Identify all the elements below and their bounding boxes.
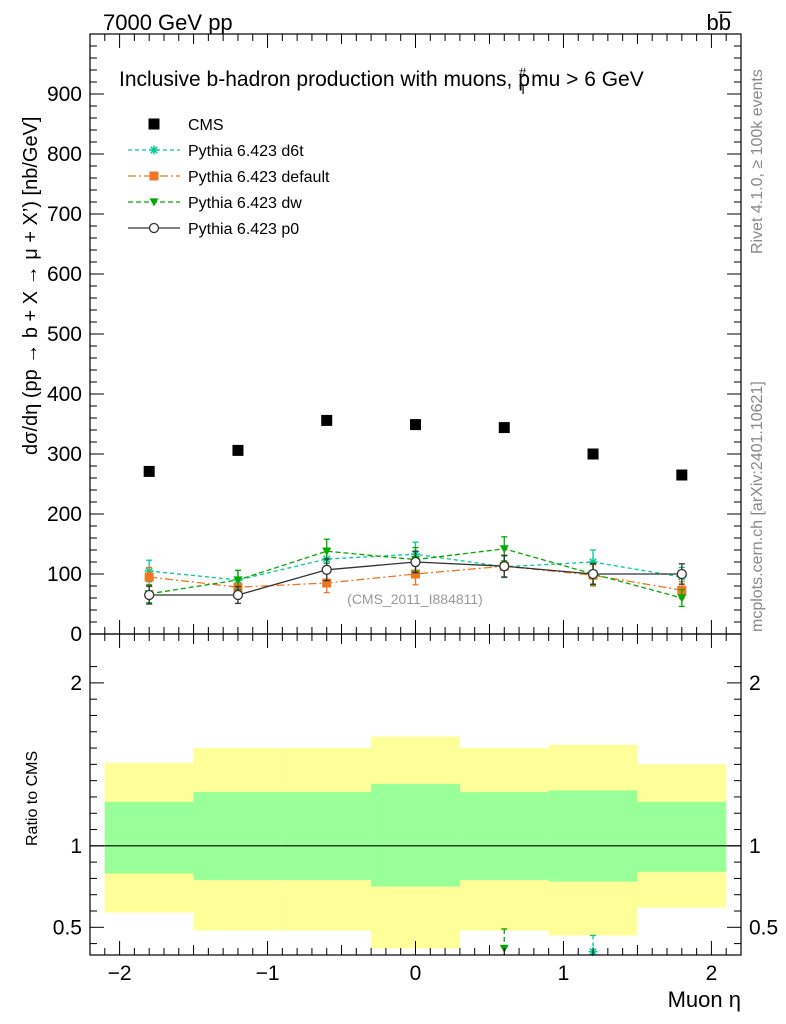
legend-entry: Pythia 6.423 p0 xyxy=(128,221,299,238)
data-point xyxy=(232,444,244,456)
process-label: bb̅ xyxy=(707,10,732,35)
data-point xyxy=(410,419,421,431)
legend-marker xyxy=(149,198,159,207)
x-tick-label: −2 xyxy=(108,962,132,985)
ratio-y-tick-label-right: 2 xyxy=(749,672,761,695)
legend-label: Pythia 6.423 d6t xyxy=(188,143,304,160)
data-point xyxy=(676,469,688,481)
y-tick-label: 400 xyxy=(47,383,82,406)
data-point xyxy=(321,414,333,426)
data-point xyxy=(144,589,155,601)
band-segment xyxy=(459,792,549,881)
mcplots-label: mcplots.cern.ch [arXiv:2401.10621] xyxy=(749,381,766,632)
ratio-y-tick-label: 0.5 xyxy=(53,916,82,939)
y-tick-label: 100 xyxy=(47,563,82,586)
data-point xyxy=(233,576,243,585)
legend-marker xyxy=(148,118,160,130)
x-tick-label: −1 xyxy=(256,962,280,985)
y-tick-label: 200 xyxy=(47,503,82,526)
data-point xyxy=(411,569,420,579)
data-point xyxy=(676,568,687,580)
x-tick-label: 1 xyxy=(558,962,570,985)
ratio-band-inner xyxy=(104,783,727,887)
y-tick-label: 500 xyxy=(47,323,82,346)
ratio-y-tick-label-right: 0.5 xyxy=(749,916,778,939)
series-cms xyxy=(143,414,688,481)
data-point xyxy=(587,448,599,460)
ratio-plot: 0.5 0.5 1 1 2 2 −2 −1 0 1 2 Ratio to CMS Muon η xyxy=(24,633,778,1012)
data-point xyxy=(677,594,687,603)
legend-label: Pythia 6.423 dw xyxy=(188,195,302,212)
data-point xyxy=(322,547,332,556)
y-tick-label: 800 xyxy=(47,143,82,166)
data-point xyxy=(232,589,244,601)
y-tick-label: 600 xyxy=(47,263,82,286)
legend-label: CMS xyxy=(188,117,224,134)
data-point xyxy=(143,465,155,477)
band-segment xyxy=(371,783,460,887)
y-tick-label: 300 xyxy=(47,443,82,466)
ratio-y-tick-label-right: 1 xyxy=(749,835,761,858)
legend-marker xyxy=(149,171,159,181)
rivet-label: Rivet 4.1.0, ≥ 100k events xyxy=(749,69,766,254)
legend-label: Pythia 6.423 p0 xyxy=(188,221,299,238)
x-tick-label: 0 xyxy=(410,962,422,985)
band-segment xyxy=(104,801,194,874)
data-point xyxy=(144,572,154,582)
series-pythia-6-423-p0 xyxy=(144,550,687,605)
legend-entry: Pythia 6.423 dw xyxy=(128,195,302,212)
band-segment xyxy=(282,792,372,881)
ratio-y-tick-label: 1 xyxy=(70,835,82,858)
energy-label: 7000 GeV pp xyxy=(103,10,233,35)
data-point xyxy=(498,422,510,434)
band-segment xyxy=(193,792,283,881)
legend-marker xyxy=(149,145,159,155)
data-point xyxy=(587,568,599,580)
legend-entry: CMS xyxy=(148,117,224,134)
data-point xyxy=(499,545,509,554)
data-point xyxy=(499,561,510,572)
ratio-y-tick-label: 2 xyxy=(70,672,82,695)
ratio-y-axis-label: Ratio to CMS xyxy=(24,751,41,846)
data-point xyxy=(321,564,332,575)
x-tick-label: 2 xyxy=(706,962,718,985)
y-axis-label: dσ/dη (pp → b + X → μ + X’) [nb/GeV] xyxy=(20,117,42,455)
legend-marker xyxy=(148,222,160,234)
analysis-watermark: (CMS_2011_I884811) xyxy=(347,591,483,607)
legend-entry: Pythia 6.423 default xyxy=(128,169,330,186)
legend: CMS Pythia 6.423 d6t Pythia 6.423 default P… xyxy=(128,117,330,238)
main-plot: 0 100 200 300 400 500 600 700 800 900 Inclusive b… xyxy=(20,33,742,646)
y-tick-label: 0 xyxy=(70,623,82,646)
band-segment xyxy=(548,790,638,882)
data-point xyxy=(322,578,332,588)
legend-label: Pythia 6.423 default xyxy=(188,169,330,186)
legend-entry: Pythia 6.423 d6t xyxy=(128,143,304,160)
plot-title: Inclusive b-hadron production with muons… xyxy=(119,65,644,97)
x-axis-label: Muon η xyxy=(668,987,741,1012)
band-segment xyxy=(637,801,727,872)
y-tick-label: 900 xyxy=(47,83,82,106)
y-tick-label: 700 xyxy=(47,203,82,226)
data-point xyxy=(410,556,421,568)
